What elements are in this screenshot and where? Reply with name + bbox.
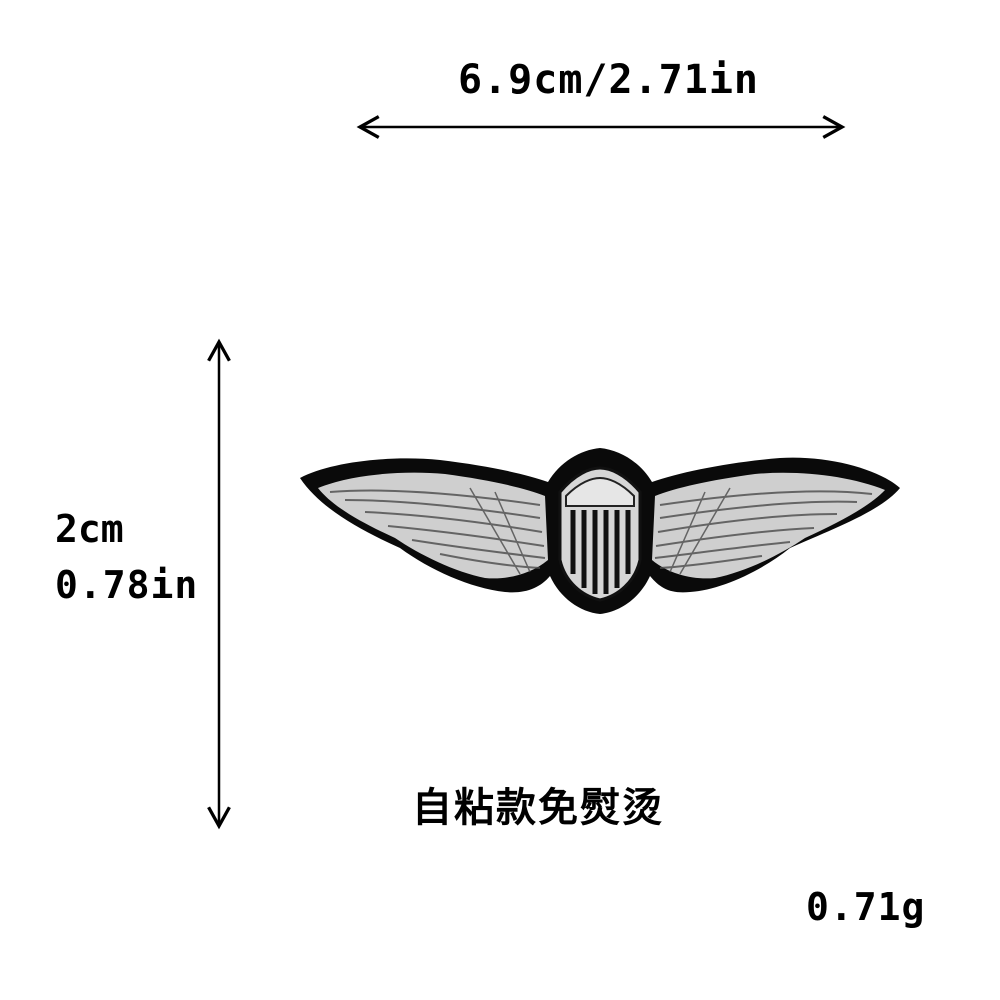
winged-shield-patch-icon [300,448,900,614]
weight-label: 0.71g [806,885,926,929]
shield-chief [565,476,635,507]
height-dimension-in-label: 0.78in [55,563,199,607]
height-dimension-cm-label: 2cm [55,507,124,551]
shield-stripes [570,510,631,594]
adhesive-note-label: 自粘款免熨烫 [412,784,664,831]
width-dimension-label: 6.9cm/2.71in [458,57,759,103]
